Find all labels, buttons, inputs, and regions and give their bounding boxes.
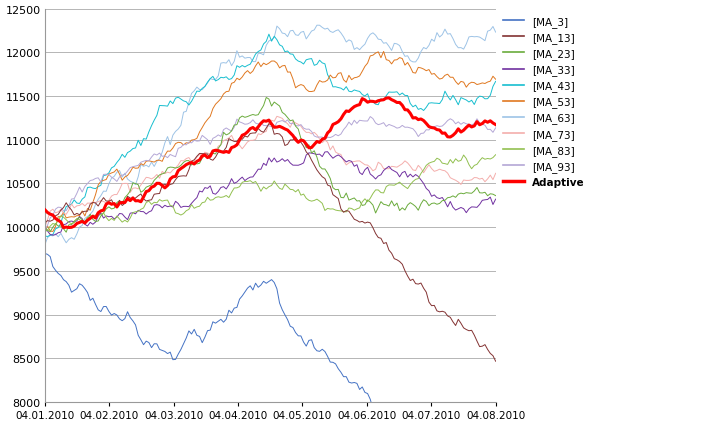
Legend: [MA_3], [MA_13], [MA_23], [MA_33], [MA_43], [MA_53], [MA_63], [MA_73], [MA_83], : [MA_3], [MA_13], [MA_23], [MA_33], [MA_4…	[501, 15, 587, 190]
